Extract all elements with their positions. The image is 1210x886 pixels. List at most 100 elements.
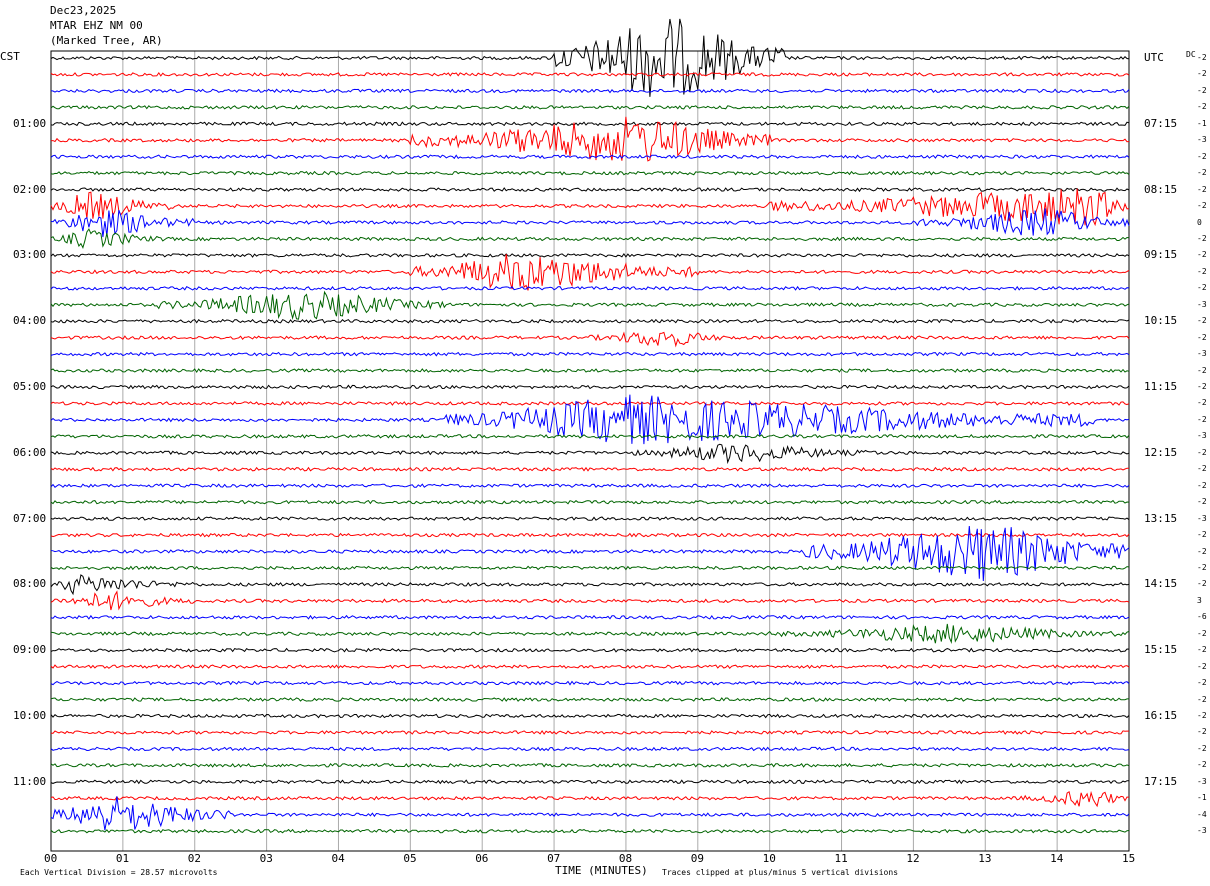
left-timezone-label: CST — [0, 50, 20, 63]
dc-offset-label: -2 — [1197, 283, 1207, 293]
dc-offset-label: -2 — [1197, 151, 1207, 161]
dc-offset-label: -2 — [1197, 694, 1207, 704]
trace-row-3 — [50, 104, 1130, 110]
x-tick-label: 08 — [618, 852, 633, 865]
dc-offset-label: -2 — [1197, 316, 1207, 326]
dc-offset-label: -2 — [1197, 201, 1207, 211]
trace-row-36 — [50, 647, 1130, 653]
dc-offset-label: -2 — [1197, 85, 1207, 95]
right-hour-label: 16:15 — [1144, 709, 1178, 722]
trace-row-13 — [50, 254, 1130, 291]
dc-offset-label: -2 — [1197, 645, 1207, 655]
trace-row-43 — [50, 763, 1130, 768]
trace-row-2 — [50, 88, 1130, 94]
trace-row-31 — [50, 565, 1130, 571]
dc-offset-label: -3 — [1197, 135, 1207, 145]
dc-offset-label: -2 — [1197, 480, 1207, 490]
trace-row-7 — [50, 170, 1130, 176]
dc-offset-label: -2 — [1197, 711, 1207, 720]
trace-row-38 — [50, 680, 1130, 686]
dc-offset-label: -2 — [1197, 365, 1207, 375]
trace-row-37 — [50, 664, 1130, 670]
trace-row-30 — [50, 526, 1130, 582]
trace-row-41 — [50, 729, 1129, 735]
dc-offset-label: -2 — [1197, 464, 1207, 474]
dc-offset-label: -2 — [1197, 497, 1207, 507]
left-hour-label: 04:00 — [13, 314, 47, 328]
dc-offset-label: -2 — [1197, 678, 1207, 688]
dc-offset-label: -3 — [1197, 349, 1207, 359]
dc-offset-label: -2 — [1197, 250, 1207, 260]
trace-row-5 — [50, 116, 1130, 162]
x-tick-label: 05 — [403, 852, 417, 865]
dc-offset-label: -2 — [1197, 579, 1207, 589]
dc-offset-label: -2 — [1197, 233, 1207, 243]
trace-row-28 — [50, 516, 1130, 521]
dc-offset-label: -2 — [1197, 69, 1207, 79]
right-hour-label: 11:15 — [1144, 380, 1178, 393]
trace-row-27 — [50, 499, 1130, 505]
dc-offset-label: -2 — [1197, 628, 1207, 638]
trace-row-22 — [50, 394, 1130, 445]
trace-row-35 — [50, 623, 1130, 644]
dc-offset-label: -2 — [1197, 332, 1207, 342]
x-tick-label: 09 — [690, 852, 705, 865]
x-tick-label: 07 — [547, 852, 561, 865]
dc-offset-label: -3 — [1197, 776, 1207, 786]
dc-offset-label: 0 — [1197, 217, 1202, 227]
trace-row-21 — [50, 401, 1130, 406]
x-tick-label: 12 — [906, 852, 920, 865]
trace-row-14 — [50, 285, 1130, 291]
trace-row-23 — [50, 433, 1130, 439]
dc-offset-label: -2 — [1197, 546, 1207, 556]
trace-row-0 — [50, 18, 1130, 97]
dc-offset-label: -4 — [1197, 809, 1207, 819]
dc-offset-label: -1 — [1197, 118, 1207, 128]
trace-row-24 — [50, 443, 1130, 465]
x-tick-label: 03 — [259, 852, 273, 865]
right-hour-label: 12:15 — [1144, 445, 1178, 459]
dc-header-label: DC — [1186, 50, 1196, 59]
left-hour-label: 06:00 — [13, 445, 47, 459]
dc-offset-label: -3 — [1197, 826, 1207, 836]
dc-offset-label: -2 — [1197, 53, 1207, 62]
trace-row-29 — [50, 532, 1130, 538]
date-label: Dec23,2025 — [50, 4, 117, 17]
right-hour-label: 15:15 — [1144, 643, 1178, 657]
dc-offset-label: -2 — [1197, 727, 1207, 737]
left-hour-label: 02:00 — [13, 182, 47, 196]
right-hour-label: 10:15 — [1144, 314, 1178, 328]
trace-row-47 — [50, 828, 1130, 834]
dc-offset-label: -2 — [1197, 562, 1207, 572]
x-tick-label: 01 — [115, 852, 130, 865]
x-tick-label: 11 — [834, 852, 848, 865]
dc-offset-label: -2 — [1197, 530, 1207, 540]
dc-offset-label: 3 — [1197, 595, 1202, 605]
trace-row-4 — [50, 121, 1130, 127]
trace-row-16 — [50, 318, 1130, 324]
trace-row-26 — [50, 483, 1130, 489]
trace-row-10 — [50, 208, 1130, 238]
dc-offset-label: -2 — [1197, 760, 1207, 770]
x-tick-label: 02 — [187, 852, 201, 865]
trace-row-18 — [50, 351, 1130, 357]
trace-row-32 — [50, 574, 1130, 596]
dc-offset-label: -2 — [1197, 447, 1207, 457]
x-tick-label: 15 — [1122, 852, 1136, 865]
left-hour-label: 08:00 — [13, 577, 47, 591]
trace-row-15 — [50, 290, 1130, 320]
dc-offset-label: -2 — [1197, 743, 1207, 753]
dc-offset-label: -2 — [1197, 184, 1207, 194]
dc-offset-label: -2 — [1197, 102, 1207, 112]
x-tick-label: 14 — [1050, 852, 1064, 865]
trace-row-11 — [50, 228, 1130, 249]
trace-row-25 — [50, 466, 1130, 472]
x-tick-label: 13 — [978, 852, 992, 865]
dc-offset-label: -2 — [1197, 661, 1207, 671]
left-hour-label: 10:00 — [13, 709, 47, 722]
left-hour-label: 07:00 — [13, 511, 47, 525]
left-hour-label: 03:00 — [13, 248, 47, 262]
right-hour-label: UTC — [1144, 51, 1164, 64]
right-hour-label: 07:15 — [1144, 116, 1178, 130]
